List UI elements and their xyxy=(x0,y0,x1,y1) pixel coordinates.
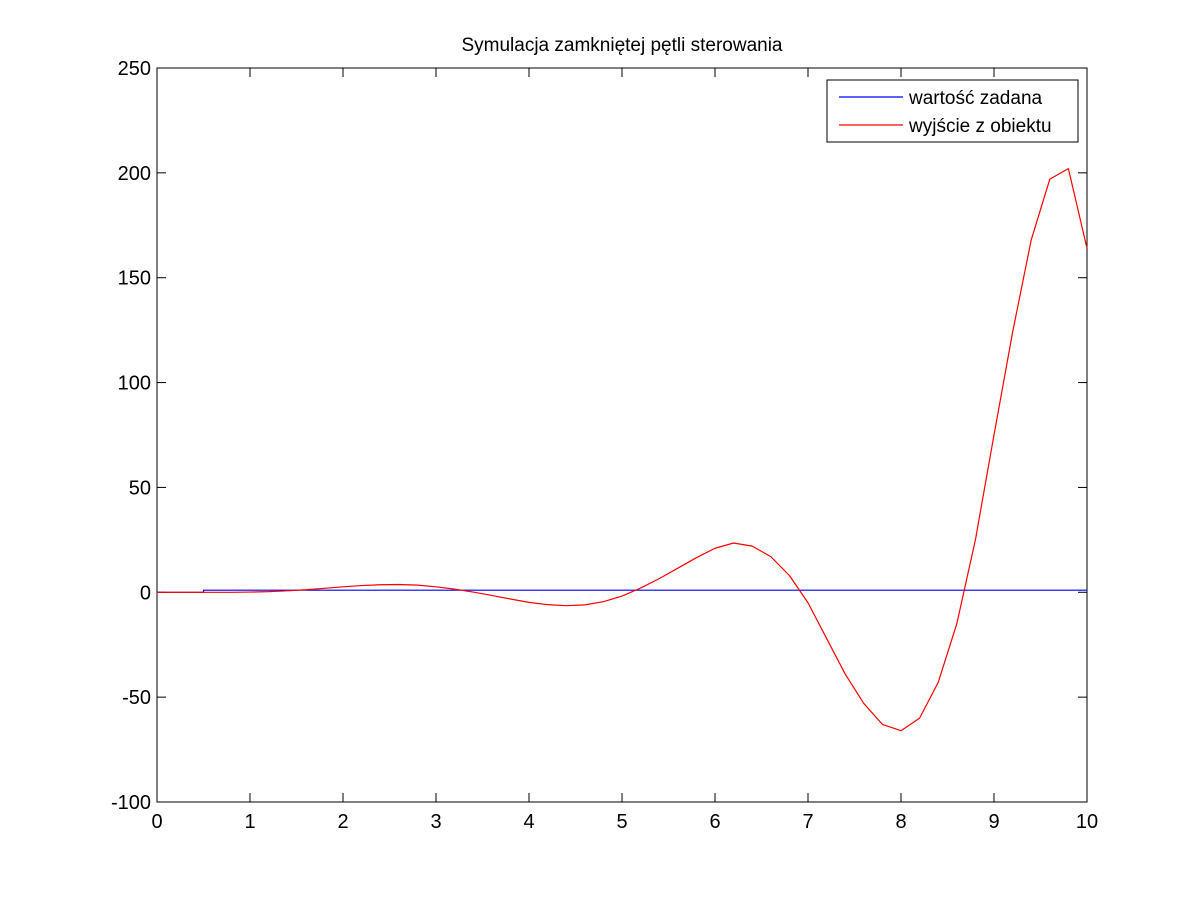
y-tick-label: 0 xyxy=(140,582,151,604)
x-tick-label: 8 xyxy=(895,811,906,833)
x-tick-label: 5 xyxy=(616,811,627,833)
y-tick-label: 250 xyxy=(118,58,151,80)
y-tick-label: 200 xyxy=(118,163,151,185)
x-tick-label: 6 xyxy=(709,811,720,833)
x-tick-label: 2 xyxy=(337,811,348,833)
axes-box xyxy=(156,67,1088,803)
series-group xyxy=(157,168,1088,732)
x-tick-label: 10 xyxy=(1076,811,1098,833)
legend-label: wartość zadana xyxy=(908,88,1043,109)
y-tick-label: -50 xyxy=(122,687,151,709)
x-tick-label: 1 xyxy=(244,811,255,833)
legend: wartość zadana wyjście z obiektu xyxy=(826,79,1079,143)
x-tick-label: 9 xyxy=(988,811,999,833)
x-tick-label: 0 xyxy=(151,811,162,833)
series-line-output xyxy=(157,168,1088,732)
y-tick-label: 50 xyxy=(129,477,151,499)
chart-title: Symulacja zamkniętej pętli sterowania xyxy=(461,35,782,56)
x-tick-label: 4 xyxy=(523,811,534,833)
legend-label: wyjście z obiektu xyxy=(908,116,1052,137)
x-tick-label: 7 xyxy=(802,811,813,833)
x-tick-label: 3 xyxy=(430,811,441,833)
y-tick-label: 100 xyxy=(118,373,151,395)
y-tick-label: -100 xyxy=(111,792,151,814)
axes: 0 1 2 3 4 5 6 7 8 9 10 -100 -50 0 50 100 150 200 250 xyxy=(111,58,1098,833)
y-tick-label: 150 xyxy=(118,268,151,290)
legend-box xyxy=(826,79,1079,143)
